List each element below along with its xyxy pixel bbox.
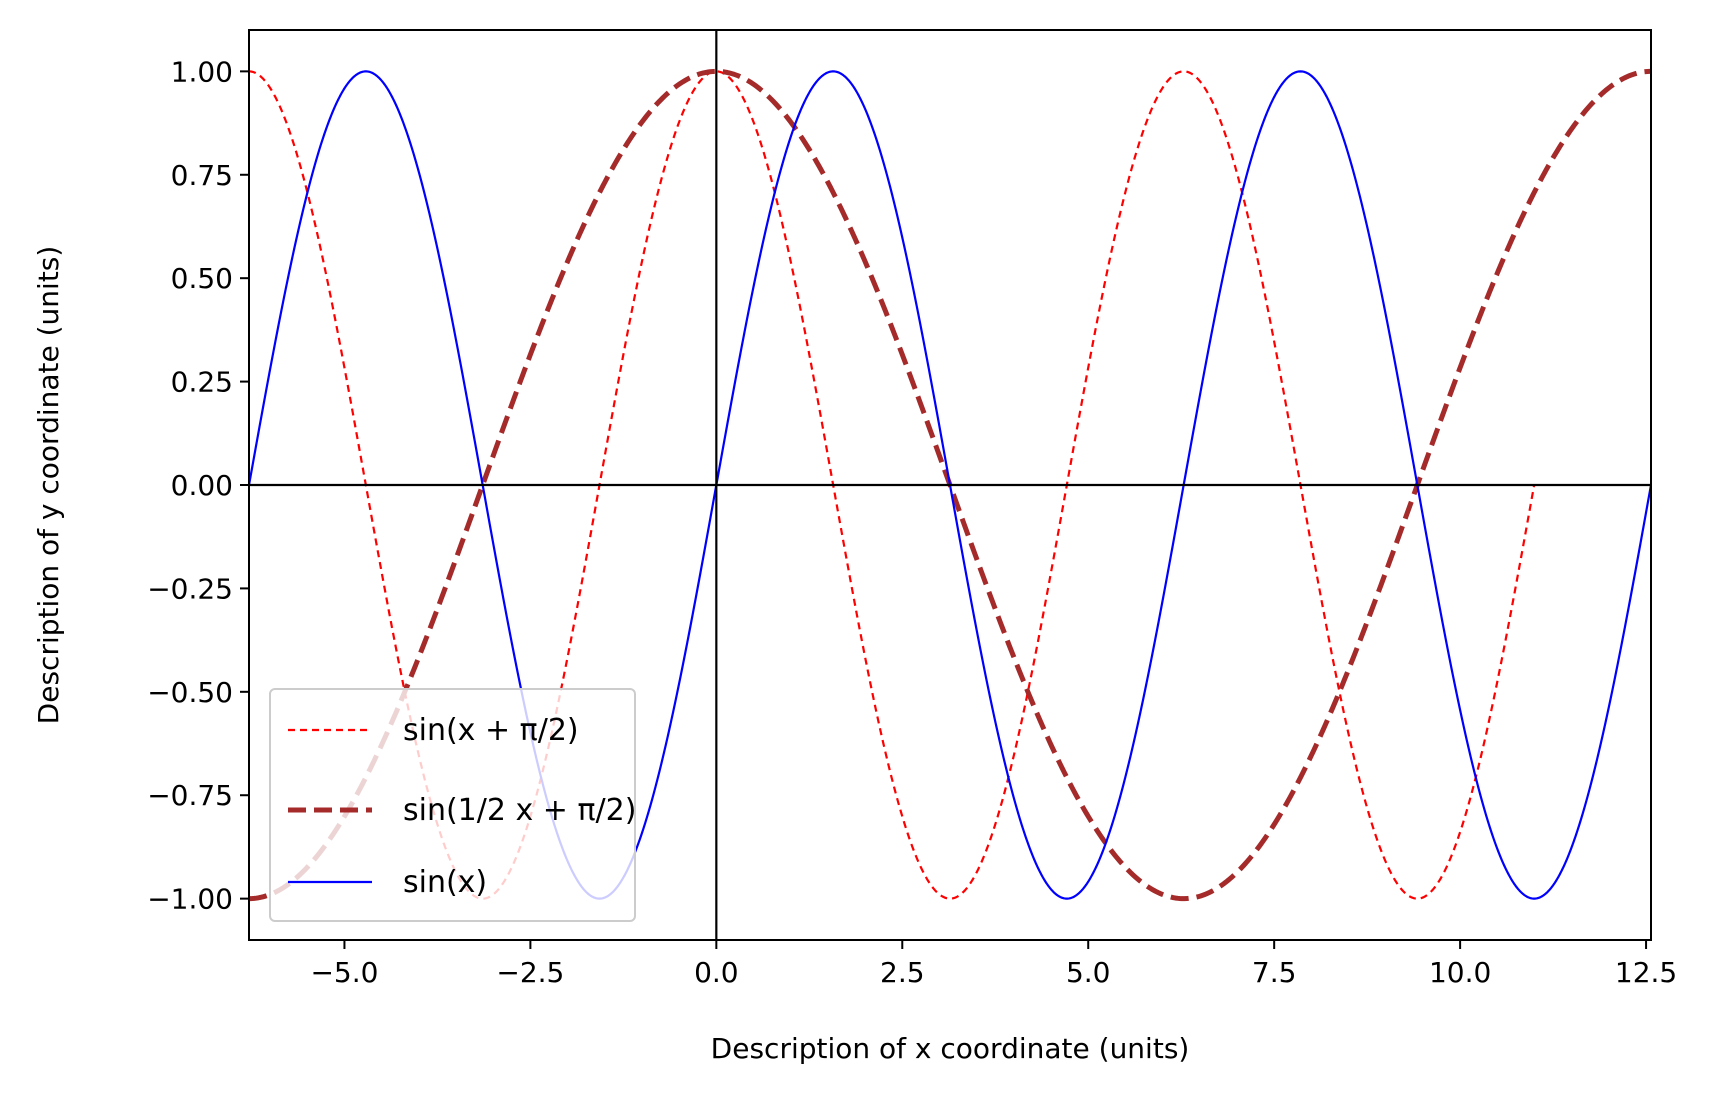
- x-tick-label: −5.0: [310, 956, 378, 989]
- legend: sin(x + π/2) sin(1/2 x + π/2) sin(x): [269, 688, 636, 922]
- y-tick-label: −0.25: [147, 572, 233, 605]
- series-line-1: [249, 70, 1536, 900]
- y-tick-label: −1.00: [147, 883, 233, 916]
- x-tick-label: 7.5: [1252, 956, 1297, 989]
- legend-box: [269, 688, 636, 922]
- y-tick-label: −0.50: [147, 676, 233, 709]
- y-tick-label: 1.00: [171, 55, 233, 88]
- y-tick-label: 0.25: [171, 366, 233, 399]
- x-tick-label: 2.5: [880, 956, 925, 989]
- y-tick-label: 0.75: [171, 159, 233, 192]
- x-tick-label: 0.0: [694, 956, 739, 989]
- legend-entry-label: sin(x + π/2): [403, 713, 579, 748]
- y-tick-label: −0.75: [147, 779, 233, 812]
- x-tick-label: −2.5: [496, 956, 564, 989]
- y-tick-label: 0.00: [171, 469, 233, 502]
- legend-entry-label: sin(1/2 x + π/2): [403, 793, 636, 828]
- x-tick-label: 10.0: [1429, 956, 1491, 989]
- y-axis-title: Description of y coordinate (units): [32, 246, 65, 725]
- x-tick-label: 12.5: [1615, 956, 1677, 989]
- axis-ticks: −5.0 −2.5 0.0 2.5 5.0 7.5 10.0 12.5 1.00 0.75 0.50…: [147, 55, 1677, 989]
- y-tick-label: 0.50: [171, 262, 233, 295]
- legend-entry-label: sin(x): [403, 865, 487, 900]
- x-axis-title: Description of x coordinate (units): [711, 1032, 1190, 1065]
- x-tick-label: 5.0: [1066, 956, 1111, 989]
